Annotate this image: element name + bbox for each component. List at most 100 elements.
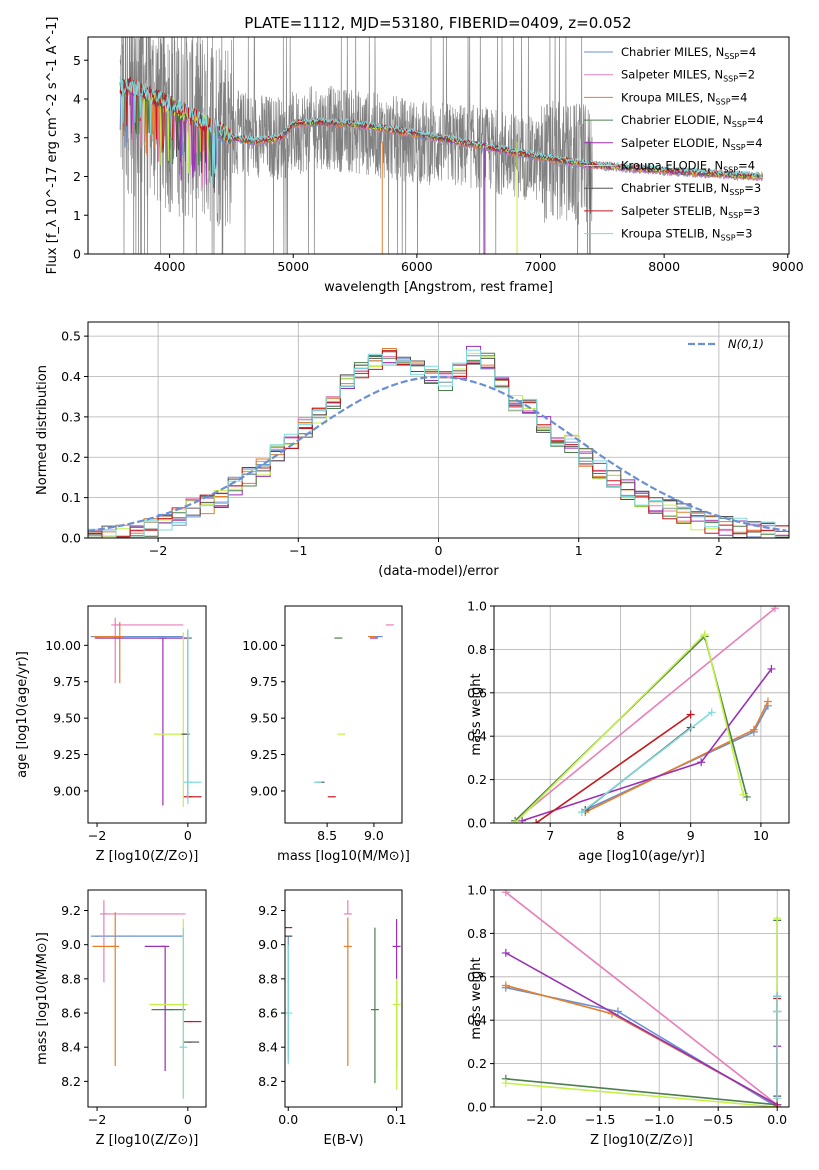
x-axis-label: Z [log10(Z/Z⊙)] xyxy=(590,1133,693,1148)
x-tick-label: 8 xyxy=(616,828,624,843)
legend-nssp: 4 xyxy=(749,45,756,59)
y-tick-label: 0.4 xyxy=(61,369,81,384)
weight-marker xyxy=(773,1094,782,1103)
y-tick-label: 9.0 xyxy=(61,937,81,952)
y-tick-label: 9.00 xyxy=(250,783,278,798)
weight-marker xyxy=(707,708,716,717)
legend-gaussian-label: N(0,1) xyxy=(728,337,764,351)
y-axis-label: Normed distribution xyxy=(35,365,50,495)
x-tick-label: 1 xyxy=(575,543,583,558)
axes-frame xyxy=(493,605,790,824)
x-tick-label: 9000 xyxy=(772,259,804,274)
y-axis-label: mass weight xyxy=(469,957,484,1039)
weight-line xyxy=(505,891,778,1106)
legend-nssp: 4 xyxy=(755,136,762,150)
axes-frame xyxy=(87,889,207,1108)
y-tick-label: 8.8 xyxy=(258,971,278,986)
y-tick-label: 0.0 xyxy=(467,1100,487,1115)
panel-age-vs-Z: −2 0 9.00 9.25 9.50 9.75 10.00 Z [log10(Z/Z⊙)] a… xyxy=(15,605,207,864)
legend-subscript: SSP xyxy=(716,97,731,106)
panel-spectrum: 4000 5000 6000 7000 8000 9000 0 1 2 3 4 5 wavelength… xyxy=(45,17,804,295)
weight-line xyxy=(581,711,713,813)
legend-subscript: SSP xyxy=(723,75,738,84)
weight-marker xyxy=(532,819,541,823)
x-tick-label: 8.5 xyxy=(317,828,337,843)
weight-marker xyxy=(773,1007,782,1016)
weight-line xyxy=(535,713,692,823)
x-tick-label: 9 xyxy=(687,828,695,843)
plot-area-age-vs-Z xyxy=(90,617,202,807)
legend-label: Chabrier MILES, N xyxy=(621,45,724,59)
plot-area-mass-vs-ebv xyxy=(285,900,401,1090)
legend-label: Chabrier STELIB, N xyxy=(621,181,729,195)
weight-marker xyxy=(577,808,586,817)
x-tick-label: 0.1 xyxy=(387,1112,407,1127)
legend-nssp: 3 xyxy=(745,227,752,241)
y-tick-label: 0.1 xyxy=(61,490,81,505)
legend-nssp: 3 xyxy=(753,204,760,218)
y-tick-label: 9.50 xyxy=(53,711,81,726)
legend-label: Salpeter ELODIE, N xyxy=(621,136,731,150)
y-tick-label: 8.4 xyxy=(258,1040,278,1055)
plot-area-mass-vs-Z xyxy=(90,900,202,1099)
x-axis-label: mass [log10(M/M⊙)] xyxy=(277,849,410,864)
y-tick-label: 9.00 xyxy=(53,783,81,798)
y-tick-label: 9.2 xyxy=(258,903,278,918)
panel-weight-vs-age: 7 8 9 10 0.0 0.2 0.4 0.6 0.8 1.0 age [log10(age/yr… xyxy=(467,599,790,864)
legend-eq: = xyxy=(736,227,746,241)
x-tick-label: 0 xyxy=(184,1112,192,1127)
legend-label: Kroupa ELODIE, N xyxy=(621,159,723,173)
y-tick-label: 8.2 xyxy=(61,1074,81,1089)
weight-marker xyxy=(742,792,751,801)
weight-marker xyxy=(501,948,510,957)
weight-marker xyxy=(501,1079,510,1088)
y-tick-label: 0.3 xyxy=(61,409,81,424)
y-tick-label: 3 xyxy=(73,130,81,145)
y-tick-label: 0.2 xyxy=(467,772,487,787)
y-axis-label: Flux [f_λ 10^-17 erg cm^-2 s^-1 A^-1] xyxy=(45,17,60,275)
axes-frame xyxy=(87,36,790,255)
x-tick-label: −2.0 xyxy=(526,1112,556,1127)
x-tick-label: 8000 xyxy=(648,259,680,274)
weight-marker xyxy=(518,816,527,823)
x-tick-label: 0.0 xyxy=(278,1112,298,1127)
legend-entry: Salpeter STELIB, NSSP=3 xyxy=(621,204,760,220)
legend-label: Salpeter STELIB, N xyxy=(621,204,728,218)
y-tick-label: 0.6 xyxy=(467,969,487,984)
legend-entry: Salpeter MILES, NSSP=2 xyxy=(621,68,755,84)
y-tick-label: 0.6 xyxy=(467,685,487,700)
x-tick-label: −2 xyxy=(149,543,167,558)
x-axis-label: E(B-V) xyxy=(323,1133,363,1148)
x-axis-label: Z [log10(Z/Z⊙)] xyxy=(96,849,199,864)
legend-subscript: SSP xyxy=(732,120,747,129)
legend-nssp: 2 xyxy=(748,68,755,82)
weight-marker xyxy=(773,1103,782,1107)
axes-frame xyxy=(493,889,790,1108)
panel-age-vs-mass: 8.5 9.0 9.00 9.25 9.50 9.75 10.00 mass [log10(M… xyxy=(242,605,410,864)
legend-eq: = xyxy=(731,90,741,104)
x-tick-label: 7 xyxy=(546,828,554,843)
y-tick-label: 0 xyxy=(73,247,81,262)
y-axis-label: age [log10(age/yr)] xyxy=(15,651,30,778)
x-tick-label: 7000 xyxy=(525,259,557,274)
weight-line xyxy=(584,701,769,813)
plot-area-age-vs-mass xyxy=(313,624,394,798)
gaussian-curve xyxy=(88,375,787,532)
legend-entry: Kroupa ELODIE, NSSP=4 xyxy=(621,159,755,175)
legend-nssp: 3 xyxy=(754,181,761,195)
figure-title: PLATE=1112, MJD=53180, FIBERID=0409, z=0… xyxy=(244,14,631,32)
legend-label: Salpeter MILES, N xyxy=(621,68,723,82)
y-tick-label: 0.8 xyxy=(467,926,487,941)
y-tick-label: 9.25 xyxy=(53,747,81,762)
y-tick-label: 8.4 xyxy=(61,1040,81,1055)
legend-label: Chabrier ELODIE, N xyxy=(621,113,732,127)
legend-entry: Chabrier ELODIE, NSSP=4 xyxy=(621,113,764,129)
weight-marker xyxy=(501,981,510,990)
x-tick-label: 5000 xyxy=(277,259,309,274)
y-tick-label: 0.2 xyxy=(61,450,81,465)
y-tick-label: 10.00 xyxy=(45,638,81,653)
axes-frame xyxy=(87,605,207,824)
y-tick-label: 5 xyxy=(73,53,81,68)
y-tick-label: 8.8 xyxy=(61,971,81,986)
